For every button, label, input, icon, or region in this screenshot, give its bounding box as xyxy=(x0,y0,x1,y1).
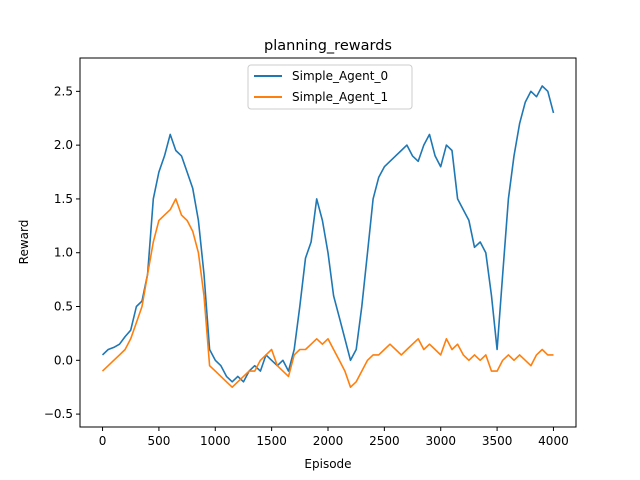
chart-title: planning_rewards xyxy=(264,38,392,54)
x-tick-label: 3000 xyxy=(425,434,456,448)
y-tick-label: 0.5 xyxy=(54,300,73,314)
x-tick-label: 0 xyxy=(99,434,107,448)
legend-label-agent-1: Simple_Agent_1 xyxy=(292,90,388,104)
x-axis-label: Episode xyxy=(304,457,351,471)
y-tick-label: 1.5 xyxy=(54,192,73,206)
y-axis: −0.5 0.0 0.5 1.0 1.5 2.0 2.5 xyxy=(44,84,80,421)
y-tick-label: 0.0 xyxy=(54,353,73,367)
legend: Simple_Agent_0 Simple_Agent_1 xyxy=(247,64,413,110)
y-axis-label: Reward xyxy=(17,220,31,265)
legend-label-agent-0: Simple_Agent_0 xyxy=(292,69,388,83)
x-tick-label: 1000 xyxy=(200,434,231,448)
series-line-agent-1 xyxy=(101,198,554,388)
y-tick-label: 1.0 xyxy=(54,246,73,260)
x-axis: 0 500 1000 1500 2000 2500 3000 3500 4000 xyxy=(99,427,569,448)
legend-box xyxy=(247,64,413,110)
x-tick-label: 4000 xyxy=(538,434,569,448)
x-tick-label: 2500 xyxy=(369,434,400,448)
series-line-agent-0 xyxy=(101,85,555,383)
x-tick-label: 1500 xyxy=(256,434,287,448)
series-layer xyxy=(101,85,555,388)
x-tick-label: 500 xyxy=(147,434,170,448)
y-tick-label: −0.5 xyxy=(44,407,73,421)
x-tick-label: 2000 xyxy=(313,434,344,448)
y-tick-label: 2.5 xyxy=(54,84,73,98)
x-tick-label: 3500 xyxy=(482,434,513,448)
y-tick-label: 2.0 xyxy=(54,138,73,152)
plot-area xyxy=(80,58,576,427)
